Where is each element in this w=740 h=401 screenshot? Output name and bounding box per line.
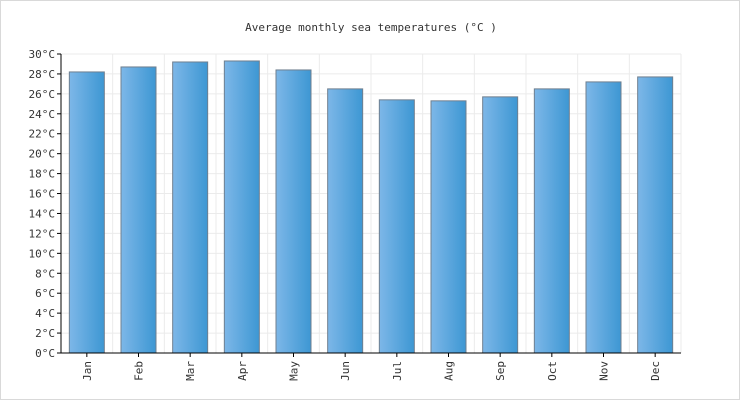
y-tick-label: 20°C	[29, 148, 56, 161]
bar-mar	[172, 61, 209, 354]
bars-group	[68, 60, 674, 354]
x-tick-label: Oct	[546, 361, 559, 381]
x-tick-label: May	[288, 361, 301, 381]
x-tick-label: Aug	[443, 361, 456, 381]
x-tick-label: Jun	[339, 361, 352, 381]
y-tick-label: 30°C	[29, 48, 56, 61]
x-tick-label: Sep	[494, 361, 507, 381]
y-tick-label: 12°C	[29, 227, 56, 240]
bar-feb	[120, 66, 157, 354]
x-tick-label: Apr	[236, 361, 249, 381]
x-tick-label: Nov	[598, 361, 611, 381]
x-axis: Jan Feb Mar Apr May Jun Jul Aug Sep Oct Nov Dec	[61, 352, 681, 381]
bar-oct	[533, 88, 570, 354]
y-tick-label: 16°C	[29, 188, 56, 201]
y-tick-label: 14°C	[29, 207, 56, 220]
x-tick-label: Jan	[81, 361, 94, 381]
bar-nov	[585, 81, 622, 354]
bar-jun	[327, 88, 364, 354]
y-tick-label: 0°C	[35, 347, 55, 360]
bar-jul	[378, 99, 415, 354]
bar-jan	[68, 71, 105, 354]
bar-dec	[637, 76, 674, 354]
bar-apr	[223, 60, 260, 354]
y-tick-label: 24°C	[29, 108, 56, 121]
y-tick-label: 4°C	[35, 307, 55, 320]
bar-aug	[430, 100, 467, 354]
x-tick-label: Mar	[184, 361, 197, 381]
y-tick-label: 6°C	[35, 287, 55, 300]
bar-sep	[482, 96, 519, 354]
x-tick-label: Jul	[391, 361, 404, 381]
y-tick-label: 18°C	[29, 168, 56, 181]
y-tick-label: 2°C	[35, 327, 55, 340]
y-tick-label: 10°C	[29, 247, 56, 260]
grid-lines	[60, 53, 682, 354]
bar-may	[275, 69, 312, 354]
y-tick-label: 28°C	[29, 68, 56, 81]
y-axis: 0°C 2°C 4°C 6°C 8°C 10°C 12°C 14°C 16°C 18°C 20°C 2…	[29, 48, 62, 360]
y-tick-label: 26°C	[29, 88, 56, 101]
y-tick-label: 22°C	[29, 128, 56, 141]
x-tick-label: Dec	[649, 361, 662, 381]
chart-title: Average monthly sea temperatures (°C )	[245, 21, 497, 34]
y-tick-label: 8°C	[35, 267, 55, 280]
x-tick-label: Feb	[133, 361, 146, 381]
